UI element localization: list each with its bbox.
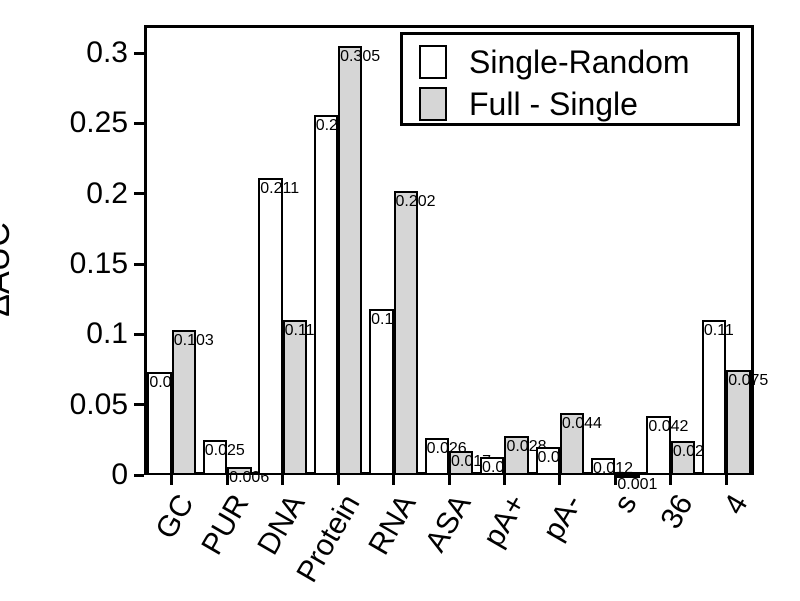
bar-full: 0.017 — [449, 451, 473, 475]
bar-single: 0.02 — [536, 447, 560, 475]
legend-swatch — [419, 45, 447, 79]
x-tick-label: pA+ — [477, 489, 534, 553]
bar-full: 0.075 — [726, 370, 750, 475]
x-tick — [448, 475, 451, 485]
y-tick — [134, 474, 144, 477]
bar-single: 0.256 — [314, 115, 338, 475]
x-tick — [392, 475, 395, 485]
bar-full: 0.11 — [283, 320, 307, 475]
legend-swatch — [419, 87, 447, 121]
bar-full: 0.044 — [560, 413, 584, 475]
bar-single: 0.013 — [480, 457, 504, 475]
bar-full: 0.028 — [504, 436, 528, 475]
x-tick — [170, 475, 173, 485]
y-tick — [134, 263, 144, 266]
x-tick-label: RNA — [362, 489, 423, 561]
x-tick — [725, 475, 728, 485]
bar-full: 0.024 — [671, 441, 695, 475]
y-tick — [134, 192, 144, 195]
bar-single: 0.073 — [147, 372, 171, 475]
bar-single: 0.042 — [646, 416, 670, 475]
x-tick — [337, 475, 340, 485]
y-tick — [134, 122, 144, 125]
x-tick — [669, 475, 672, 485]
bar-full: 0.103 — [172, 330, 196, 475]
bar-single: 0.211 — [258, 178, 282, 475]
bar-full: 0.305 — [338, 46, 362, 475]
x-tick-label: 4 — [718, 489, 756, 520]
y-tick — [134, 52, 144, 55]
x-tick-label: pA- — [537, 489, 590, 546]
bar-full: 0.006 — [227, 467, 251, 475]
y-axis-label: ΔAUC — [0, 222, 18, 317]
bar-single: 0.012 — [591, 458, 615, 475]
x-tick-label: s — [608, 489, 645, 519]
bar-full: 0.001 — [615, 474, 639, 478]
y-tick-label: 0.1 — [86, 317, 128, 351]
x-tick-label: ASA — [419, 489, 478, 558]
y-tick — [134, 333, 144, 336]
y-tick — [134, 403, 144, 406]
x-tick-label: 36 — [654, 489, 700, 535]
bar-single: 0.11 — [702, 320, 726, 475]
bar-single: 0.118 — [369, 309, 393, 475]
x-tick-label: GC — [149, 489, 201, 545]
legend-label: Single-Random — [469, 44, 690, 81]
bar-full: 0.202 — [394, 191, 418, 475]
y-tick-label: 0.15 — [70, 247, 128, 281]
y-tick-label: 0 — [111, 458, 128, 492]
legend: Single-Random Full - Single — [400, 32, 740, 126]
y-tick-label: 0.3 — [86, 36, 128, 70]
x-tick-label: PUR — [196, 489, 257, 561]
bar-single: 0.026 — [425, 438, 449, 475]
bar-single: 0.025 — [203, 440, 227, 475]
y-tick-label: 0.25 — [70, 106, 128, 140]
y-tick-label: 0.05 — [70, 388, 128, 422]
y-tick-label: 0.2 — [86, 177, 128, 211]
x-tick — [558, 475, 561, 485]
legend-label: Full - Single — [469, 86, 638, 123]
x-tick — [281, 475, 284, 485]
